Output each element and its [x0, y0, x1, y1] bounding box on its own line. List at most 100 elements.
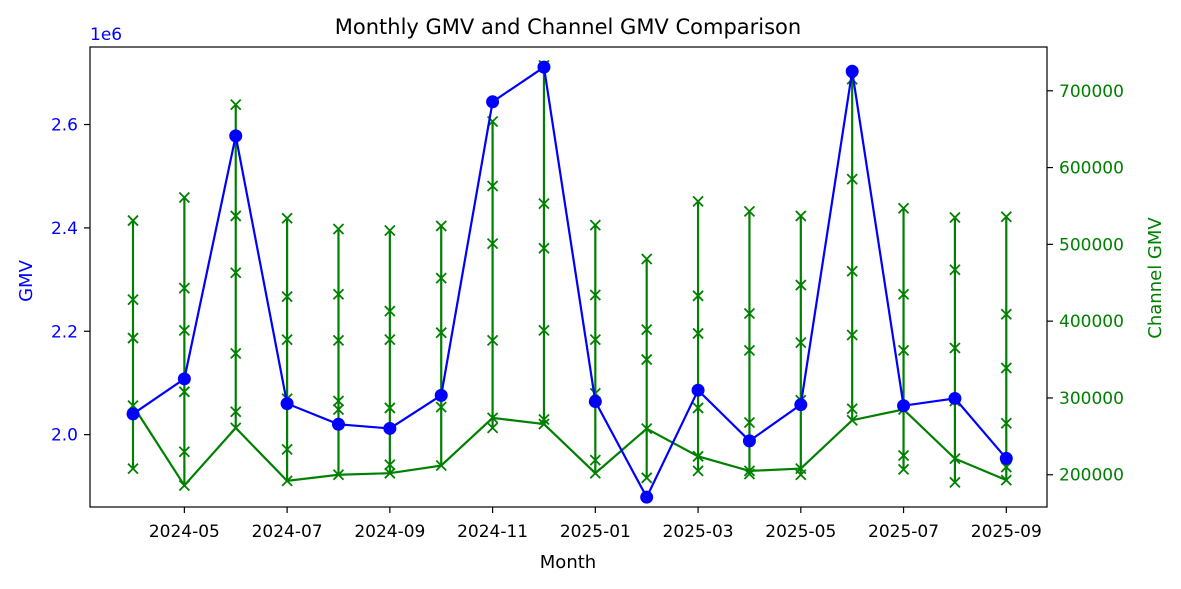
x-tick-label: 2025-01 — [560, 522, 631, 542]
gmv-point — [331, 417, 345, 431]
channel-point-stroke — [127, 332, 139, 344]
channel-point-stroke — [435, 327, 447, 339]
channel-point — [281, 212, 293, 224]
x-tick-label: 2024-07 — [252, 522, 323, 542]
channel-point — [589, 333, 601, 346]
channel-point-stroke — [384, 459, 396, 471]
channel-point — [332, 223, 345, 235]
left-y-tick-label: 2.4 — [51, 219, 78, 239]
plot-frame — [89, 46, 1048, 508]
channel-point — [949, 476, 961, 489]
channel-point-stroke — [692, 290, 704, 302]
channel-point — [538, 324, 550, 337]
gmv-point — [742, 434, 756, 448]
channel-point-stroke — [332, 223, 345, 235]
channel-point-stroke — [230, 267, 242, 279]
left-y-axis-label: GMV — [16, 259, 37, 301]
channel-point — [384, 305, 396, 317]
channel-point-stroke — [949, 476, 961, 489]
channel-point — [538, 198, 550, 210]
gmv-point — [280, 397, 294, 411]
channel-point-stroke — [1000, 308, 1012, 320]
chart-title: Monthly GMV and Channel GMV Comparison — [335, 15, 801, 39]
channel-point-stroke — [743, 416, 756, 429]
gmv-point — [794, 398, 808, 412]
channel-point-stroke — [949, 264, 961, 276]
channel-point — [846, 403, 858, 415]
channel-point-stroke — [486, 237, 499, 250]
x-tick-label: 2024-11 — [457, 522, 528, 542]
channel-point-stroke — [435, 272, 447, 284]
gmv-point — [640, 490, 654, 504]
channel-point — [384, 224, 396, 237]
channel-point-stroke — [230, 98, 242, 111]
channel-point-stroke — [538, 324, 550, 337]
channel-point-stroke — [281, 333, 293, 346]
x-tick-label: 2025-09 — [971, 522, 1042, 542]
channel-point-stroke — [897, 288, 910, 300]
channel-point — [795, 337, 807, 349]
channel-point-stroke — [281, 443, 293, 456]
channel-point — [435, 272, 447, 284]
channel-point — [692, 402, 704, 414]
channel-point-stroke — [230, 406, 242, 418]
channel-point-stroke — [692, 195, 704, 207]
channel-point — [589, 454, 601, 466]
channel-point — [178, 191, 191, 204]
channel-point — [435, 401, 447, 413]
channel-point-stroke — [178, 282, 191, 294]
channel-point-stroke — [641, 323, 653, 336]
gmv-point — [588, 395, 602, 409]
channel-point — [127, 294, 139, 306]
channel-point — [178, 324, 191, 337]
gmv-point — [999, 451, 1013, 465]
channel-point-stroke — [589, 333, 601, 346]
channel-point-stroke — [795, 337, 807, 349]
channel-point-stroke — [230, 210, 242, 222]
channel-point-stroke — [692, 327, 704, 340]
right-y-tick-label: 500000 — [1059, 235, 1124, 255]
channel-point — [897, 202, 910, 214]
x-tick-label: 2025-05 — [765, 522, 836, 542]
channel-point — [589, 289, 601, 301]
right-y-tick-label: 600000 — [1059, 159, 1124, 179]
channel-point-stroke — [435, 401, 447, 413]
channel-point — [1000, 362, 1012, 374]
channel-point — [538, 242, 550, 254]
channel-point-stroke — [486, 180, 499, 192]
left-y-tick-label: 2.0 — [51, 426, 78, 446]
channel-point-stroke — [846, 173, 858, 185]
channel-point-stroke — [795, 210, 807, 222]
gmv-point — [229, 129, 243, 143]
channel-point-stroke — [178, 191, 191, 204]
channel-point — [1000, 417, 1012, 429]
channel-point — [949, 264, 961, 276]
channel-point — [1000, 211, 1012, 223]
channel-point-stroke — [384, 224, 396, 237]
right-y-axis-label: Channel GMV — [1145, 217, 1166, 339]
channel-point — [332, 403, 345, 416]
channel-point — [332, 334, 345, 346]
channel-point-stroke — [332, 288, 345, 300]
channel-point-stroke — [692, 465, 704, 477]
x-tick-label: 2025-03 — [663, 522, 734, 542]
channel-point-stroke — [846, 265, 858, 277]
gmv-point — [537, 60, 551, 74]
channel-point — [641, 253, 653, 265]
channel-point — [281, 290, 293, 303]
channel-point-stroke — [743, 344, 756, 356]
channel-point — [897, 344, 910, 356]
channel-point — [230, 210, 242, 222]
channel-point — [230, 267, 242, 279]
gmv-point — [845, 64, 859, 78]
channel-point — [692, 465, 704, 477]
channel-point — [692, 195, 704, 207]
x-axis-label: Month — [540, 552, 596, 573]
right-y-tick-label: 400000 — [1059, 312, 1124, 332]
channel-point-stroke — [178, 386, 191, 398]
channel-point-stroke — [486, 422, 499, 434]
channel-point — [641, 353, 653, 366]
channel-point-stroke — [641, 253, 653, 265]
channel-point-stroke — [949, 211, 961, 224]
